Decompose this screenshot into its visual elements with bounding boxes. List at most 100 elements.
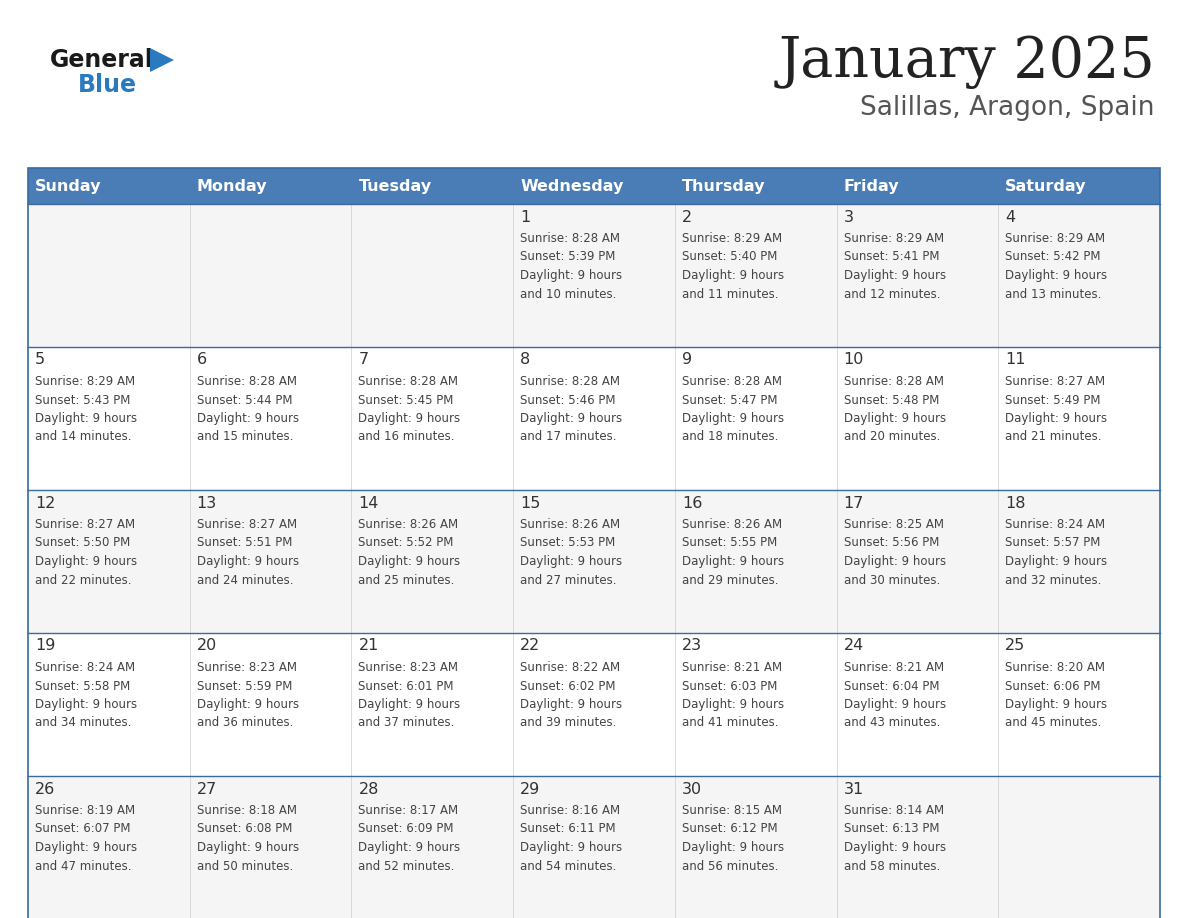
Text: 9: 9 [682, 353, 691, 367]
Text: 17: 17 [843, 496, 864, 510]
Text: Sunrise: 8:24 AM
Sunset: 5:58 PM
Daylight: 9 hours
and 34 minutes.: Sunrise: 8:24 AM Sunset: 5:58 PM Dayligh… [34, 661, 137, 730]
Bar [190, 347, 352, 490]
Bar [675, 168, 836, 204]
Bar [352, 776, 513, 918]
Text: 15: 15 [520, 496, 541, 510]
Text: Sunrise: 8:22 AM
Sunset: 6:02 PM
Daylight: 9 hours
and 39 minutes.: Sunrise: 8:22 AM Sunset: 6:02 PM Dayligh… [520, 661, 623, 730]
Bar [29, 633, 190, 776]
Text: Salillas, Aragon, Spain: Salillas, Aragon, Spain [860, 95, 1155, 121]
Polygon shape [150, 48, 173, 72]
Text: Friday: Friday [843, 178, 899, 194]
Text: 18: 18 [1005, 496, 1025, 510]
Text: Sunrise: 8:28 AM
Sunset: 5:45 PM
Daylight: 9 hours
and 16 minutes.: Sunrise: 8:28 AM Sunset: 5:45 PM Dayligh… [359, 375, 461, 443]
Bar [998, 347, 1159, 490]
Text: 30: 30 [682, 781, 702, 797]
Text: 8: 8 [520, 353, 530, 367]
Text: 29: 29 [520, 781, 541, 797]
Bar [998, 490, 1159, 633]
Text: Sunrise: 8:27 AM
Sunset: 5:51 PM
Daylight: 9 hours
and 24 minutes.: Sunrise: 8:27 AM Sunset: 5:51 PM Dayligh… [197, 518, 299, 587]
Text: Sunrise: 8:21 AM
Sunset: 6:03 PM
Daylight: 9 hours
and 41 minutes.: Sunrise: 8:21 AM Sunset: 6:03 PM Dayligh… [682, 661, 784, 730]
Text: Tuesday: Tuesday [359, 178, 431, 194]
Text: 6: 6 [197, 353, 207, 367]
Bar [29, 204, 190, 347]
Bar [190, 204, 352, 347]
Text: 7: 7 [359, 353, 368, 367]
Bar [513, 347, 675, 490]
Text: Wednesday: Wednesday [520, 178, 624, 194]
Bar [513, 168, 675, 204]
Bar [190, 168, 352, 204]
Bar [513, 204, 675, 347]
Bar [836, 490, 998, 633]
Text: Blue: Blue [78, 73, 137, 97]
Text: Sunrise: 8:20 AM
Sunset: 6:06 PM
Daylight: 9 hours
and 45 minutes.: Sunrise: 8:20 AM Sunset: 6:06 PM Dayligh… [1005, 661, 1107, 730]
Text: Sunrise: 8:21 AM
Sunset: 6:04 PM
Daylight: 9 hours
and 43 minutes.: Sunrise: 8:21 AM Sunset: 6:04 PM Dayligh… [843, 661, 946, 730]
Bar [998, 204, 1159, 347]
Text: 21: 21 [359, 639, 379, 654]
Text: Sunrise: 8:28 AM
Sunset: 5:48 PM
Daylight: 9 hours
and 20 minutes.: Sunrise: 8:28 AM Sunset: 5:48 PM Dayligh… [843, 375, 946, 443]
Text: 10: 10 [843, 353, 864, 367]
Text: Sunrise: 8:24 AM
Sunset: 5:57 PM
Daylight: 9 hours
and 32 minutes.: Sunrise: 8:24 AM Sunset: 5:57 PM Dayligh… [1005, 518, 1107, 587]
Text: 25: 25 [1005, 639, 1025, 654]
Text: 3: 3 [843, 209, 853, 225]
Bar [29, 776, 190, 918]
Text: 31: 31 [843, 781, 864, 797]
Text: 28: 28 [359, 781, 379, 797]
Text: Sunrise: 8:29 AM
Sunset: 5:43 PM
Daylight: 9 hours
and 14 minutes.: Sunrise: 8:29 AM Sunset: 5:43 PM Dayligh… [34, 375, 137, 443]
Bar [675, 347, 836, 490]
Text: 26: 26 [34, 781, 56, 797]
Text: 4: 4 [1005, 209, 1016, 225]
Text: 11: 11 [1005, 353, 1025, 367]
Bar [998, 633, 1159, 776]
Bar [29, 168, 1159, 918]
Text: 16: 16 [682, 496, 702, 510]
Text: January 2025: January 2025 [778, 35, 1155, 89]
Text: Sunrise: 8:26 AM
Sunset: 5:53 PM
Daylight: 9 hours
and 27 minutes.: Sunrise: 8:26 AM Sunset: 5:53 PM Dayligh… [520, 518, 623, 587]
Bar [352, 490, 513, 633]
Text: Sunrise: 8:28 AM
Sunset: 5:39 PM
Daylight: 9 hours
and 10 minutes.: Sunrise: 8:28 AM Sunset: 5:39 PM Dayligh… [520, 232, 623, 300]
Text: 1: 1 [520, 209, 530, 225]
Text: Sunrise: 8:15 AM
Sunset: 6:12 PM
Daylight: 9 hours
and 56 minutes.: Sunrise: 8:15 AM Sunset: 6:12 PM Dayligh… [682, 804, 784, 872]
Text: Sunrise: 8:28 AM
Sunset: 5:47 PM
Daylight: 9 hours
and 18 minutes.: Sunrise: 8:28 AM Sunset: 5:47 PM Dayligh… [682, 375, 784, 443]
Bar [352, 347, 513, 490]
Text: Sunrise: 8:28 AM
Sunset: 5:44 PM
Daylight: 9 hours
and 15 minutes.: Sunrise: 8:28 AM Sunset: 5:44 PM Dayligh… [197, 375, 299, 443]
Text: 24: 24 [843, 639, 864, 654]
Bar [513, 633, 675, 776]
Bar [29, 168, 190, 204]
Bar [352, 204, 513, 347]
Bar [998, 776, 1159, 918]
Bar [513, 776, 675, 918]
Text: Sunrise: 8:25 AM
Sunset: 5:56 PM
Daylight: 9 hours
and 30 minutes.: Sunrise: 8:25 AM Sunset: 5:56 PM Dayligh… [843, 518, 946, 587]
Text: Sunrise: 8:28 AM
Sunset: 5:46 PM
Daylight: 9 hours
and 17 minutes.: Sunrise: 8:28 AM Sunset: 5:46 PM Dayligh… [520, 375, 623, 443]
Text: 12: 12 [34, 496, 56, 510]
Text: Sunrise: 8:26 AM
Sunset: 5:52 PM
Daylight: 9 hours
and 25 minutes.: Sunrise: 8:26 AM Sunset: 5:52 PM Dayligh… [359, 518, 461, 587]
Text: 14: 14 [359, 496, 379, 510]
Text: Sunrise: 8:29 AM
Sunset: 5:40 PM
Daylight: 9 hours
and 11 minutes.: Sunrise: 8:29 AM Sunset: 5:40 PM Dayligh… [682, 232, 784, 300]
Bar [352, 168, 513, 204]
Text: Sunrise: 8:27 AM
Sunset: 5:49 PM
Daylight: 9 hours
and 21 minutes.: Sunrise: 8:27 AM Sunset: 5:49 PM Dayligh… [1005, 375, 1107, 443]
Text: Sunrise: 8:19 AM
Sunset: 6:07 PM
Daylight: 9 hours
and 47 minutes.: Sunrise: 8:19 AM Sunset: 6:07 PM Dayligh… [34, 804, 137, 872]
Text: Thursday: Thursday [682, 178, 765, 194]
Text: Monday: Monday [197, 178, 267, 194]
Text: Sunrise: 8:23 AM
Sunset: 6:01 PM
Daylight: 9 hours
and 37 minutes.: Sunrise: 8:23 AM Sunset: 6:01 PM Dayligh… [359, 661, 461, 730]
Bar [29, 347, 190, 490]
Bar [836, 168, 998, 204]
Text: 13: 13 [197, 496, 217, 510]
Text: Sunrise: 8:26 AM
Sunset: 5:55 PM
Daylight: 9 hours
and 29 minutes.: Sunrise: 8:26 AM Sunset: 5:55 PM Dayligh… [682, 518, 784, 587]
Text: Saturday: Saturday [1005, 178, 1087, 194]
Bar [190, 490, 352, 633]
Bar [190, 776, 352, 918]
Bar [190, 633, 352, 776]
Text: Sunday: Sunday [34, 178, 101, 194]
Text: 2: 2 [682, 209, 691, 225]
Text: Sunrise: 8:18 AM
Sunset: 6:08 PM
Daylight: 9 hours
and 50 minutes.: Sunrise: 8:18 AM Sunset: 6:08 PM Dayligh… [197, 804, 299, 872]
Bar [513, 490, 675, 633]
Text: 19: 19 [34, 639, 56, 654]
Text: Sunrise: 8:29 AM
Sunset: 5:41 PM
Daylight: 9 hours
and 12 minutes.: Sunrise: 8:29 AM Sunset: 5:41 PM Dayligh… [843, 232, 946, 300]
Text: General: General [50, 48, 154, 72]
Bar [998, 168, 1159, 204]
Text: Sunrise: 8:17 AM
Sunset: 6:09 PM
Daylight: 9 hours
and 52 minutes.: Sunrise: 8:17 AM Sunset: 6:09 PM Dayligh… [359, 804, 461, 872]
Bar [836, 204, 998, 347]
Bar [29, 490, 190, 633]
Text: 5: 5 [34, 353, 45, 367]
